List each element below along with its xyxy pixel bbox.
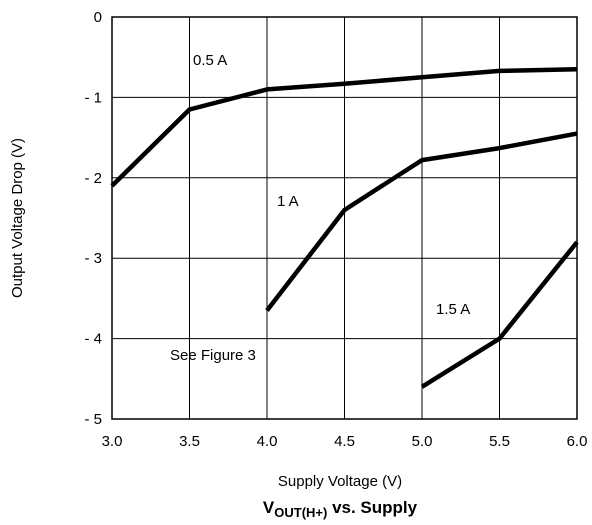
y-axis-ticks: 0 - 1 - 2 - 3 - 4 - 5 bbox=[84, 9, 102, 428]
chart-title: VOUT(H+) vs. Supply bbox=[263, 498, 418, 520]
title-main: V bbox=[263, 498, 275, 517]
title-rest: vs. Supply bbox=[327, 498, 417, 517]
series-layer bbox=[110, 67, 579, 389]
y-tick-label: - 5 bbox=[84, 411, 102, 428]
x-tick-label: 5.5 bbox=[489, 433, 510, 450]
x-tick-label: 5.0 bbox=[412, 433, 433, 450]
series-line-1-5-a bbox=[420, 240, 579, 389]
series-label-1-5a: 1.5 A bbox=[436, 301, 470, 318]
x-tick-label: 6.0 bbox=[567, 433, 588, 450]
series-label-1a: 1 A bbox=[277, 193, 299, 210]
y-tick-label: - 1 bbox=[84, 89, 102, 106]
plot-frame bbox=[111, 16, 578, 420]
x-tick-label: 3.0 bbox=[102, 433, 123, 450]
series-line-0-5-a bbox=[110, 67, 578, 188]
x-axis-ticks: 3.0 3.5 4.0 4.5 5.0 5.5 6.0 bbox=[102, 433, 588, 450]
x-tick-label: 4.0 bbox=[257, 433, 278, 450]
title-subscript: OUT(H+) bbox=[274, 505, 327, 520]
y-tick-label: 0 bbox=[94, 9, 102, 26]
x-tick-label: 3.5 bbox=[179, 433, 200, 450]
y-tick-label: - 3 bbox=[84, 250, 102, 267]
y-axis-label: Output Voltage Drop (V) bbox=[9, 138, 26, 298]
series-line-1-a bbox=[265, 131, 578, 312]
y-tick-label: - 2 bbox=[84, 170, 102, 187]
y-tick-label: - 4 bbox=[84, 331, 102, 348]
series-label-0-5a: 0.5 A bbox=[193, 52, 227, 69]
see-figure-annotation: See Figure 3 bbox=[170, 347, 256, 364]
x-tick-label: 4.5 bbox=[334, 433, 355, 450]
x-axis-label: Supply Voltage (V) bbox=[278, 473, 402, 490]
